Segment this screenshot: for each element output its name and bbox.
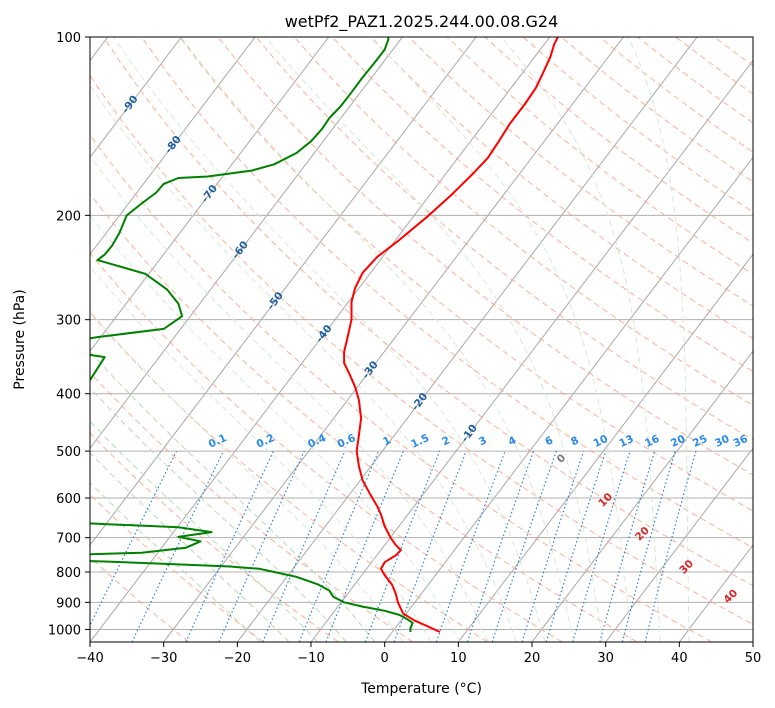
y-tick-label: 400 bbox=[56, 388, 81, 403]
dry-adiabats bbox=[90, 37, 753, 642]
x-tick-label: 20 bbox=[524, 651, 541, 666]
plot-area: -100-90-80-70-60-50-40-30-20-100.10.20.4… bbox=[90, 37, 753, 642]
isotherm-line bbox=[457, 253, 753, 642]
isotherm-line bbox=[90, 37, 256, 256]
mixing-ratio-line bbox=[521, 450, 585, 642]
x-tick-label: −30 bbox=[150, 651, 177, 666]
y-tick-label: 1000 bbox=[48, 623, 81, 638]
mixing-ratio-line bbox=[545, 450, 607, 642]
mixing-ratio-line bbox=[393, 450, 467, 642]
mixing-ratio-line bbox=[298, 450, 380, 642]
y-tick-label: 500 bbox=[56, 445, 81, 460]
moist-adiabat-line bbox=[180, 37, 575, 642]
temperature-line bbox=[343, 37, 559, 633]
mixing-ratio-line bbox=[599, 450, 656, 642]
mixing-ratio-label: 25 bbox=[691, 433, 709, 450]
mixing-ratio-line bbox=[364, 450, 441, 642]
moist-adiabat-line bbox=[90, 387, 347, 642]
y-tick-label: 300 bbox=[56, 314, 81, 329]
mixing-ratio-label: 6 bbox=[543, 434, 555, 448]
moist-adiabat-line bbox=[90, 265, 432, 642]
x-tick-label: 40 bbox=[671, 651, 688, 666]
moist-adiabat-line bbox=[90, 155, 489, 642]
isotherm-line bbox=[90, 37, 403, 449]
plot-frame bbox=[89, 36, 754, 643]
x-tick-label: −20 bbox=[224, 651, 251, 666]
moist-adiabat-line bbox=[90, 481, 261, 642]
mixing-ratio-line bbox=[325, 450, 404, 642]
isotherm-line bbox=[90, 37, 182, 159]
mixing-ratio-label: 3 bbox=[477, 434, 489, 448]
mixing-ratio-line bbox=[572, 450, 631, 642]
isotherm-line bbox=[605, 447, 753, 642]
mixing-ratio-label: 2 bbox=[440, 434, 452, 448]
mixing-ratio-label: 10 bbox=[592, 433, 610, 450]
chart-title: wetPf2_PAZ1.2025.244.00.08.G24 bbox=[285, 12, 559, 32]
moist-adiabat-line bbox=[90, 310, 404, 642]
mixing-ratio-line bbox=[262, 450, 346, 642]
mixing-ratio-label: 13 bbox=[617, 433, 635, 450]
y-tick-label: 600 bbox=[56, 492, 81, 507]
axis-ticks: −40 −30 −20 −10 0 10 20 30 40 50 100 200 300 400 500 60… bbox=[48, 31, 761, 666]
moist-adiabat-line bbox=[90, 452, 290, 642]
moist-adiabat-line bbox=[500, 37, 661, 642]
moist-adiabat-line bbox=[371, 37, 632, 642]
isotherm-line bbox=[90, 37, 330, 353]
mixing-ratio-line bbox=[435, 450, 506, 642]
x-tick-label: 30 bbox=[597, 651, 614, 666]
x-tick-label: 10 bbox=[450, 651, 467, 666]
y-tick-label: 100 bbox=[56, 31, 81, 46]
y-tick-label: 700 bbox=[56, 532, 81, 547]
moist-adiabat-line bbox=[90, 84, 517, 642]
x-tick-label: −40 bbox=[76, 651, 103, 666]
mixing-ratio-line bbox=[90, 450, 178, 627]
moist-adiabat-line bbox=[113, 37, 546, 642]
dry-adiabat-line bbox=[90, 432, 339, 642]
isotherm-line bbox=[236, 37, 698, 642]
dry-adiabat-line bbox=[293, 37, 753, 406]
moist-adiabat-line bbox=[265, 37, 603, 642]
dry-adiabat-line bbox=[90, 371, 414, 642]
mixing-ratio-label: 4 bbox=[506, 434, 518, 448]
moist-adiabat-line bbox=[90, 420, 319, 642]
mixing-ratio-line bbox=[644, 450, 697, 642]
dewpoint-line bbox=[90, 37, 414, 632]
y-tick-label: 800 bbox=[56, 566, 81, 581]
isotherms bbox=[90, 37, 753, 642]
mixing-ratio-line bbox=[621, 450, 676, 642]
isotherm-line bbox=[163, 37, 624, 642]
x-tick-label: 0 bbox=[381, 651, 389, 666]
y-tick-label: 900 bbox=[56, 596, 81, 611]
moist-adiabat-line bbox=[90, 214, 461, 642]
mixing-ratio-label: 20 bbox=[669, 433, 687, 450]
mixing-ratio-label: 1 bbox=[381, 434, 393, 448]
mixing-ratio-line bbox=[491, 450, 557, 642]
mixing-ratio-lines bbox=[90, 450, 697, 642]
mixing-ratio-label: 30 bbox=[713, 433, 731, 450]
isotherm-line bbox=[90, 37, 477, 546]
x-axis-label: Temperature (°C) bbox=[360, 681, 482, 697]
x-tick-label: 50 bbox=[745, 651, 762, 666]
mixing-ratio-label: 8 bbox=[569, 434, 581, 448]
isotherm-line bbox=[531, 350, 753, 642]
mixing-ratio-line bbox=[218, 450, 305, 642]
dry-adiabat-line bbox=[332, 37, 753, 373]
y-axis-label: Pressure (hPa) bbox=[12, 289, 28, 389]
mixing-ratio-label: 16 bbox=[643, 433, 661, 450]
dry-adiabat-line bbox=[255, 37, 753, 441]
dry-adiabat-line bbox=[90, 193, 638, 642]
moist-adiabat-line bbox=[627, 37, 690, 642]
isotherm-line bbox=[384, 156, 753, 642]
mixing-ratio-line bbox=[466, 450, 535, 642]
dry-adiabat-line bbox=[90, 134, 712, 642]
mixing-ratio-label: 36 bbox=[732, 433, 750, 450]
y-tick-label: 200 bbox=[56, 209, 81, 224]
dry-adiabat-line bbox=[217, 37, 753, 476]
isotherm-line bbox=[90, 37, 551, 642]
x-tick-label: −10 bbox=[297, 651, 324, 666]
sounding-series bbox=[90, 37, 559, 633]
